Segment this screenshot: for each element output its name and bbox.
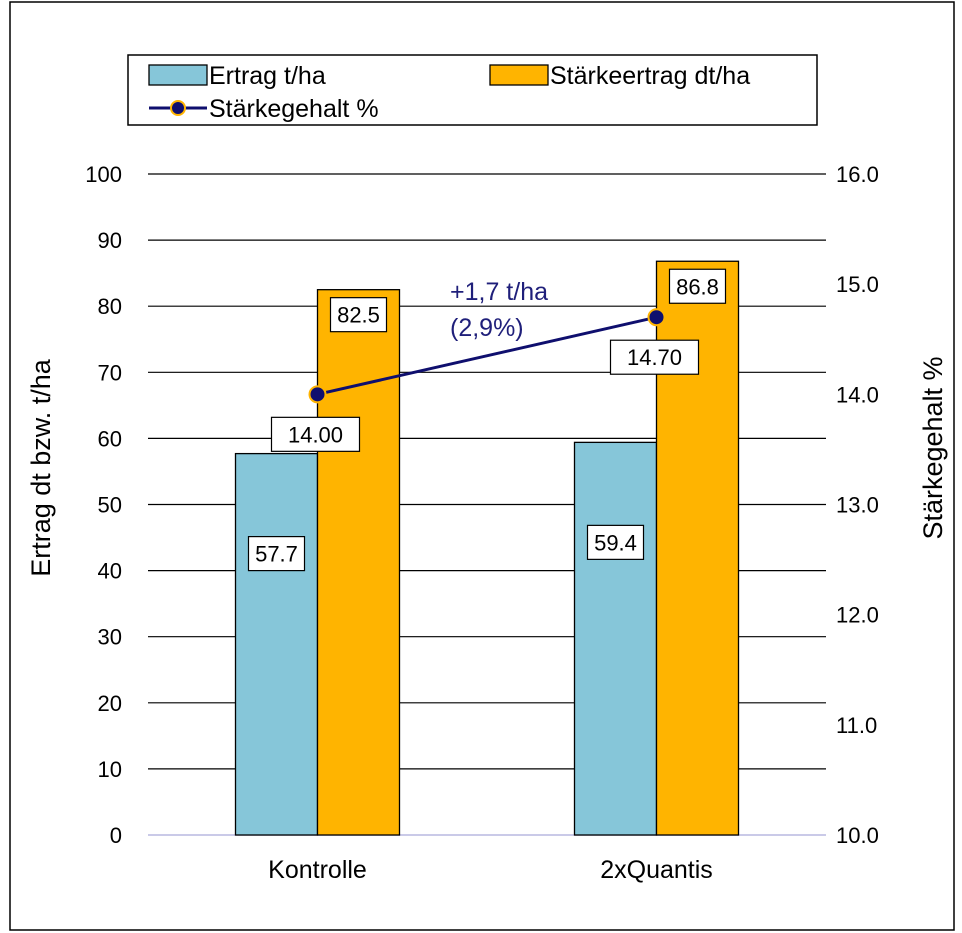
legend-marker-staerkegehalt xyxy=(170,100,186,116)
legend-swatch-staerkeertrag xyxy=(489,64,549,86)
y-tick-left-label: 70 xyxy=(98,360,122,385)
y-tick-left-label: 90 xyxy=(98,228,122,253)
y-tick-left-label: 40 xyxy=(98,559,122,584)
y-tick-right-label: 16.0 xyxy=(836,162,879,187)
y-tick-right-label: 14.0 xyxy=(836,382,879,407)
x-tick-label: Kontrolle xyxy=(268,856,367,884)
bar-staerkeertrag-0 xyxy=(316,289,401,836)
y-tick-left-label: 50 xyxy=(98,493,122,518)
y-tick-right-label: 13.0 xyxy=(836,493,879,518)
y-tick-right-label: 12.0 xyxy=(836,603,879,628)
x-axis-ticks: Kontrolle 2xQuantis xyxy=(268,856,713,884)
data-label-staerkeertrag-box xyxy=(668,268,727,304)
bar-ertrag-0 xyxy=(234,452,319,836)
legend-label-staerkeertrag: Stärkeertrag dt/ha xyxy=(550,62,750,90)
annotation-line-2: (2,9%) xyxy=(450,314,524,342)
data-label-staerkegehalt: 14.70 xyxy=(627,345,682,370)
data-label-staerkeertrag: 86.8 xyxy=(676,274,719,299)
data-label-ertrag-box xyxy=(586,524,645,560)
y-axis-left-ticks: 0 10 20 30 40 50 60 70 80 90 100 xyxy=(85,162,122,848)
chart-frame xyxy=(9,1,955,931)
point-staerkegehalt xyxy=(647,308,666,327)
y-tick-right-label: 10.0 xyxy=(836,823,879,848)
y-tick-right-label: 11.0 xyxy=(836,713,877,738)
y-tick-left-label: 100 xyxy=(85,162,122,187)
y-tick-left-label: 80 xyxy=(98,294,122,319)
x-tick-label: 2xQuantis xyxy=(600,856,713,884)
data-labels: 57.7 82.5 59.4 86.8 14.00 14.70 xyxy=(247,268,727,572)
line-series xyxy=(308,308,666,404)
y-axis-right-title: Stärkegehalt % xyxy=(918,356,948,539)
legend-label-ertrag: Ertrag t/ha xyxy=(209,62,326,90)
data-label-staerkegehalt-box xyxy=(609,339,700,375)
y-tick-left-label: 10 xyxy=(98,757,122,782)
data-label-ertrag-box xyxy=(247,536,306,572)
legend-swatch-ertrag xyxy=(148,64,208,86)
y-tick-left-label: 20 xyxy=(98,691,122,716)
data-label-staerkeertrag-box xyxy=(329,297,388,333)
point-staerkegehalt xyxy=(308,385,327,404)
y-axis-right-ticks: 10.0 11.0 12.0 13.0 14.0 15.0 16.0 xyxy=(836,162,879,848)
data-label-ertrag: 57.7 xyxy=(255,542,298,567)
legend: Ertrag t/ha Stärkeertrag dt/ha Stärkegeh… xyxy=(127,54,818,126)
bar-ertrag-1 xyxy=(573,441,658,836)
y-tick-left-label: 30 xyxy=(98,625,122,650)
data-label-staerkegehalt-box xyxy=(270,416,361,452)
y-tick-left-label: 0 xyxy=(110,823,122,848)
data-label-staerkeertrag: 82.5 xyxy=(337,303,380,328)
annotation-line-1: +1,7 t/ha xyxy=(450,278,548,306)
y-tick-left-label: 60 xyxy=(98,426,122,451)
annotation: +1,7 t/ha (2,9%) xyxy=(450,278,548,342)
legend-box xyxy=(127,54,818,126)
data-label-ertrag: 59.4 xyxy=(594,530,637,555)
line-staerkegehalt xyxy=(317,315,657,396)
legend-label-staerkegehalt: Stärkegehalt % xyxy=(209,95,379,123)
data-label-staerkegehalt: 14.00 xyxy=(288,422,343,447)
y-tick-right-label: 15.0 xyxy=(836,272,879,297)
y-axis-left-title: Ertrag dt bzw. t/ha xyxy=(26,358,56,577)
